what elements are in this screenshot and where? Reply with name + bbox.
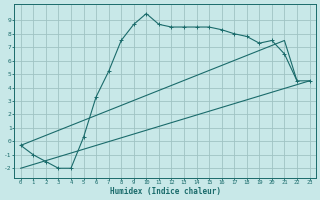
X-axis label: Humidex (Indice chaleur): Humidex (Indice chaleur) [110,187,220,196]
